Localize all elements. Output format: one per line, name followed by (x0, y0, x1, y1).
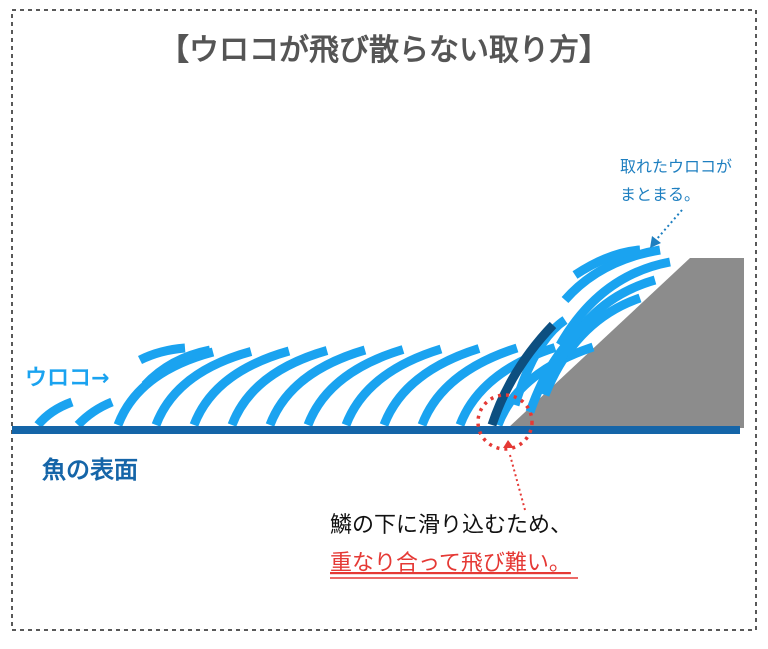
scale (510, 316, 568, 407)
scale (34, 397, 74, 428)
scales-label: ウロコ→ (25, 366, 109, 391)
title: 【ウロコが飛び散らない取り方】 (159, 33, 609, 68)
ramp (508, 258, 744, 428)
scale (137, 343, 186, 365)
scale (265, 345, 367, 427)
note: 取れたウロコが (620, 157, 732, 176)
scale (379, 344, 481, 427)
pointer (509, 454, 526, 511)
scale (141, 345, 211, 389)
caption: 重なり合って飛び難い。 (330, 551, 571, 576)
scale (540, 293, 642, 397)
caption: 鱗の下に滑り込むため、 (330, 513, 572, 538)
scale (525, 308, 608, 414)
scale (572, 245, 641, 279)
scale (341, 344, 443, 427)
frame (11, 9, 757, 631)
scale (417, 343, 519, 427)
scale (561, 245, 661, 303)
scale (74, 397, 114, 429)
pointer-head (503, 440, 514, 448)
scale (151, 347, 253, 427)
fish-surface (12, 426, 740, 434)
scale (556, 257, 671, 348)
scale (227, 346, 329, 427)
pointer-head (650, 236, 661, 248)
highlight-circle (476, 393, 534, 451)
pointer (655, 209, 683, 241)
scale (189, 346, 291, 427)
scales (34, 245, 671, 429)
surface-label: 魚の表面 (42, 456, 138, 484)
scale (303, 345, 405, 427)
scale (493, 342, 595, 427)
note: まとまる。 (620, 185, 700, 204)
lifting-scale (487, 321, 557, 427)
